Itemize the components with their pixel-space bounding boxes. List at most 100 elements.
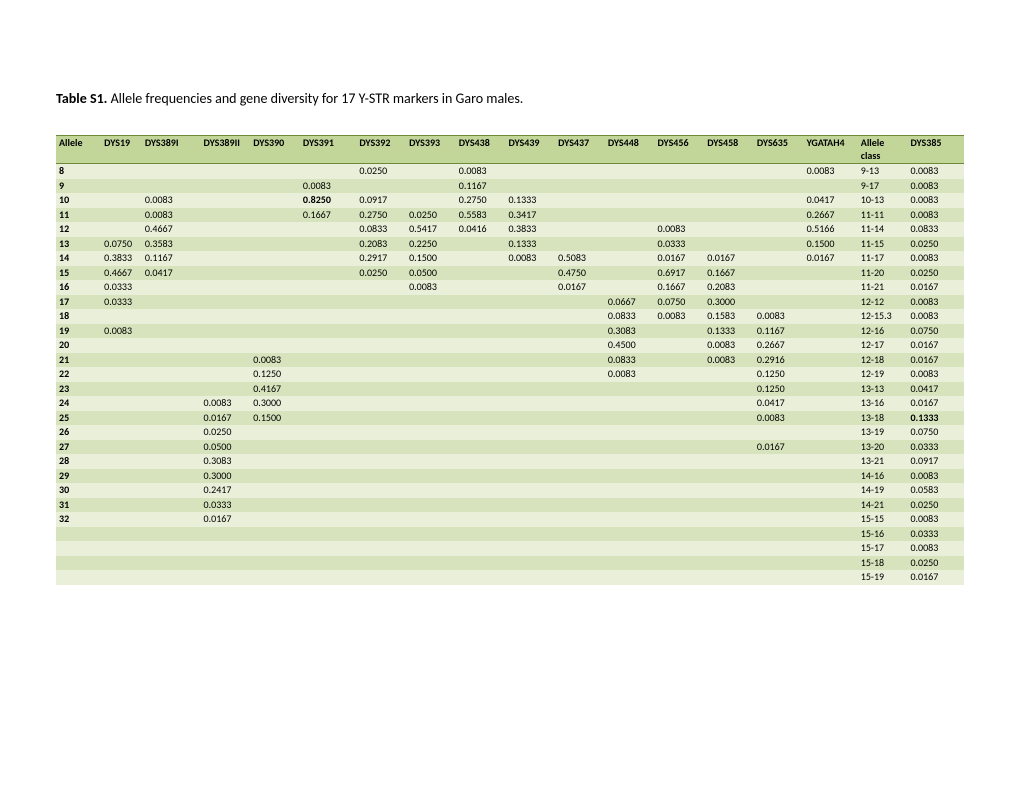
table-row: 280.308313-210.0917 [56, 454, 964, 469]
value-cell [101, 483, 142, 498]
value-cell: 11-11 [858, 208, 908, 223]
value-cell [505, 425, 555, 440]
allele-cell: 22 [56, 367, 101, 382]
allele-cell: 26 [56, 425, 101, 440]
value-cell: 0.5166 [804, 222, 858, 237]
value-cell: 0.1583 [704, 309, 754, 324]
value-cell: 0.1667 [704, 266, 754, 281]
column-header: DYS392 [356, 136, 406, 164]
value-cell [555, 556, 605, 571]
table-row: 140.38330.11670.29170.15000.00830.50830.… [56, 251, 964, 266]
column-header: DYS448 [605, 136, 655, 164]
value-cell [406, 164, 456, 179]
column-header: DYS393 [406, 136, 456, 164]
value-cell: 0.3417 [505, 208, 555, 223]
value-cell: 0.1500 [250, 411, 300, 426]
table-row: 260.025013-190.0750 [56, 425, 964, 440]
value-cell [142, 280, 201, 295]
value-cell: 0.2417 [201, 483, 251, 498]
value-cell [101, 454, 142, 469]
value-cell [101, 309, 142, 324]
value-cell: 0.0083 [754, 411, 804, 426]
caption-text: Allele frequencies and gene diversity fo… [107, 90, 523, 107]
value-cell: 0.8250 [300, 193, 356, 208]
value-cell [555, 396, 605, 411]
value-cell [754, 222, 804, 237]
value-cell [250, 222, 300, 237]
value-cell: 0.0083 [907, 251, 964, 266]
value-cell [505, 179, 555, 194]
value-cell [655, 570, 705, 585]
value-cell [555, 208, 605, 223]
value-cell [101, 570, 142, 585]
value-cell [655, 382, 705, 397]
value-cell: 0.0750 [655, 295, 705, 310]
value-cell [804, 324, 858, 339]
allele-cell [56, 570, 101, 585]
value-cell [505, 411, 555, 426]
allele-cell: 28 [56, 454, 101, 469]
value-cell: 0.0083 [907, 541, 964, 556]
value-cell [505, 541, 555, 556]
value-cell [456, 338, 506, 353]
value-cell: 0.4167 [250, 382, 300, 397]
value-cell [300, 396, 356, 411]
value-cell: 0.0417 [142, 266, 201, 281]
value-cell [704, 483, 754, 498]
value-cell [704, 164, 754, 179]
allele-cell: 29 [56, 469, 101, 484]
table-row: 80.02500.00830.00839-130.0083 [56, 164, 964, 179]
value-cell [605, 208, 655, 223]
value-cell: 0.0167 [907, 353, 964, 368]
table-row: 250.01670.15000.008313-180.1333 [56, 411, 964, 426]
value-cell: 0.1333 [505, 237, 555, 252]
value-cell [655, 512, 705, 527]
value-cell [356, 512, 406, 527]
allele-cell: 19 [56, 324, 101, 339]
value-cell [605, 556, 655, 571]
value-cell [250, 208, 300, 223]
value-cell [201, 251, 251, 266]
value-cell [300, 353, 356, 368]
value-cell: 0.1500 [804, 237, 858, 252]
value-cell: 15-18 [858, 556, 908, 571]
value-cell [505, 353, 555, 368]
value-cell [300, 556, 356, 571]
value-cell: 0.0750 [907, 425, 964, 440]
value-cell: 0.0250 [907, 266, 964, 281]
value-cell: 0.2750 [356, 208, 406, 223]
value-cell [201, 527, 251, 542]
value-cell [300, 280, 356, 295]
value-cell: 0.2667 [804, 208, 858, 223]
value-cell [555, 512, 605, 527]
value-cell: 0.1500 [406, 251, 456, 266]
value-cell [754, 179, 804, 194]
value-cell [406, 556, 456, 571]
value-cell [142, 295, 201, 310]
value-cell: 0.0083 [250, 353, 300, 368]
value-cell: 0.4500 [605, 338, 655, 353]
value-cell [605, 512, 655, 527]
value-cell [605, 483, 655, 498]
value-cell [101, 164, 142, 179]
header-row: AlleleDYS19DYS389IDYS389IIDYS390DYS391DY… [56, 136, 964, 164]
value-cell [406, 353, 456, 368]
allele-cell [56, 527, 101, 542]
value-cell [804, 454, 858, 469]
allele-cell [56, 541, 101, 556]
value-cell [704, 556, 754, 571]
value-cell: 11-17 [858, 251, 908, 266]
value-cell: 0.0917 [356, 193, 406, 208]
value-cell [356, 396, 406, 411]
value-cell [804, 541, 858, 556]
value-cell [655, 483, 705, 498]
value-cell [605, 222, 655, 237]
value-cell [754, 483, 804, 498]
value-cell [804, 527, 858, 542]
value-cell [704, 396, 754, 411]
value-cell [505, 367, 555, 382]
value-cell [101, 382, 142, 397]
table-row: 15-160.0333 [56, 527, 964, 542]
table-row: 270.05000.016713-200.0333 [56, 440, 964, 455]
value-cell [456, 382, 506, 397]
